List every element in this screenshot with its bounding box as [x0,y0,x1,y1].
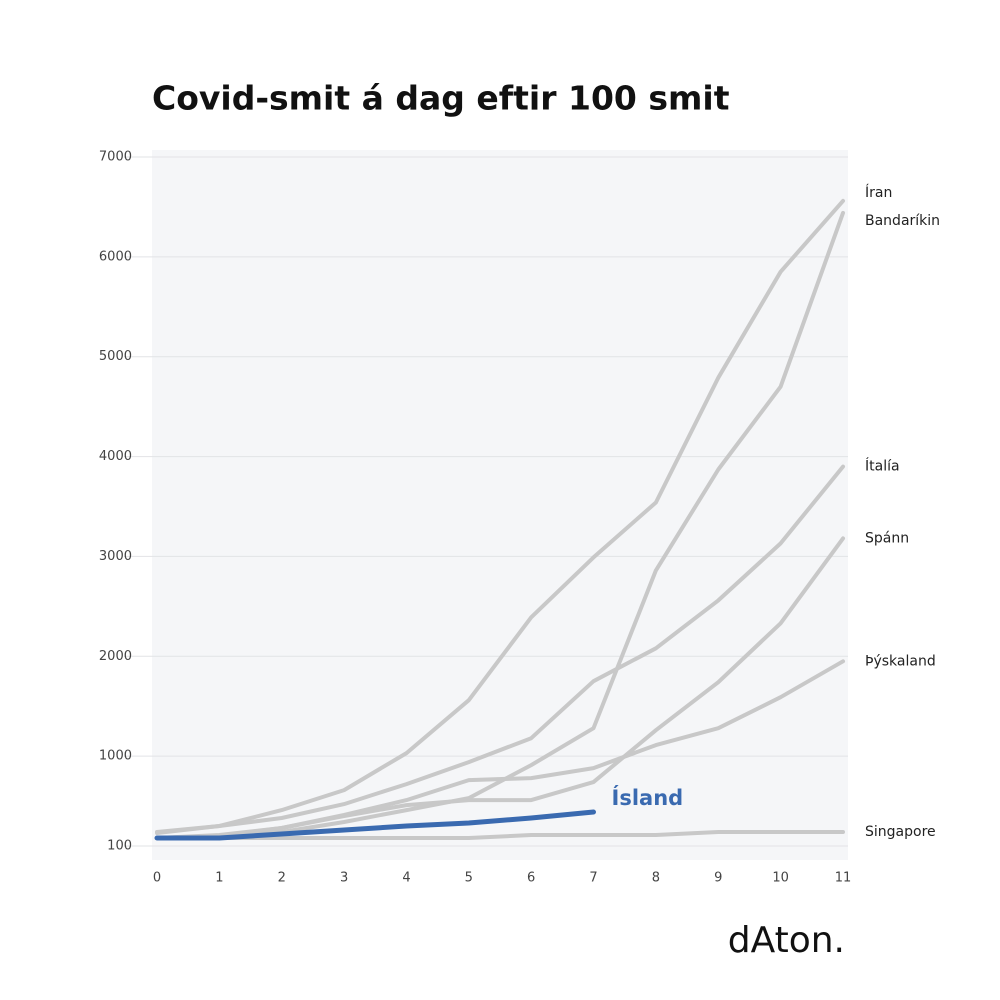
series-line [155,659,845,840]
series-line [154,809,596,841]
brand-logo: dAton. [728,920,845,961]
series-label: Bandaríkin [865,213,940,229]
y-tick-label: 2000 [99,649,132,664]
series-label: Ítalía [865,458,900,475]
x-tick-label: 3 [340,871,348,886]
x-tick-label: 5 [465,871,473,886]
y-tick-label: 1000 [99,749,132,764]
x-tick-label: 9 [714,871,722,886]
x-tick-label: 1 [215,871,223,886]
x-tick-label: 10 [772,871,789,886]
series-label: Ísland [612,785,684,810]
series-label: Singapore [865,824,936,840]
series-line [155,198,845,835]
plot-background [152,150,848,860]
y-tick-label: 3000 [99,549,132,564]
x-tick-label: 4 [402,871,410,886]
chart-title: Covid-smit á dag eftir 100 smit [152,79,730,118]
y-tick-label: 4000 [99,449,132,464]
y-tick-label: 7000 [99,150,132,165]
x-tick-label: 7 [589,871,597,886]
series-label: Þýskaland [865,653,936,669]
x-tick-label: 6 [527,871,535,886]
series-label: Íran [865,184,892,201]
x-tick-label: 2 [278,871,286,886]
x-tick-label: 11 [835,871,852,886]
series-label: Spánn [865,530,909,546]
y-tick-label: 6000 [99,249,132,264]
series-line [155,830,845,840]
y-tick-label: 5000 [99,349,132,364]
series-line [155,464,845,834]
y-tick-label: 100 [107,839,132,854]
x-tick-label: 8 [652,871,660,886]
x-tick-label: 0 [153,871,161,886]
